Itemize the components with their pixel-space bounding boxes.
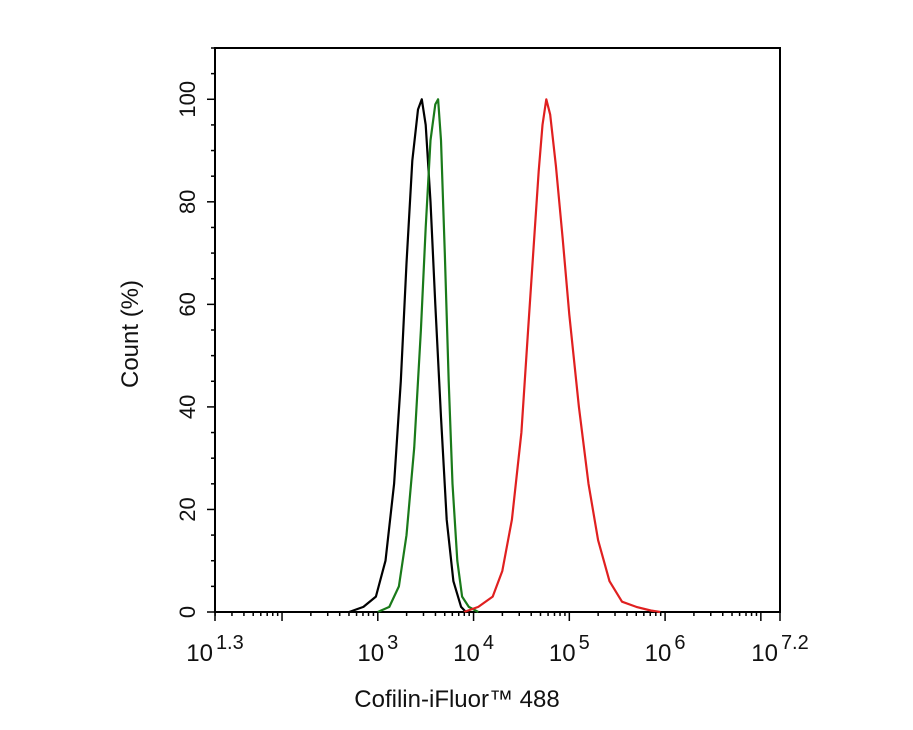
y-axis-title: Count (%) xyxy=(117,280,144,388)
plot-frame xyxy=(214,47,781,613)
y-tick-label: 100 xyxy=(175,81,200,118)
x-tick-label: 10 1.3 xyxy=(186,632,244,667)
series-line-3 xyxy=(463,98,661,614)
y-tick-label: 40 xyxy=(175,395,200,419)
y-tick-label: 80 xyxy=(175,190,200,214)
y-tick-label: 0 xyxy=(175,606,200,618)
x-tick-label: 10 4 xyxy=(453,632,494,667)
x-axis-title: Cofilin-iFluor™ 488 xyxy=(354,686,559,713)
x-tick-label: 10 3 xyxy=(357,632,398,667)
y-tick-label: 20 xyxy=(175,497,200,521)
x-tick-label: 10 7.2 xyxy=(751,632,809,667)
y-tick-label: 60 xyxy=(175,292,200,316)
series-line-1 xyxy=(348,98,467,614)
series-line-2 xyxy=(377,98,479,614)
x-tick-label: 10 5 xyxy=(549,632,590,667)
x-tick-label: 10 6 xyxy=(645,632,686,667)
